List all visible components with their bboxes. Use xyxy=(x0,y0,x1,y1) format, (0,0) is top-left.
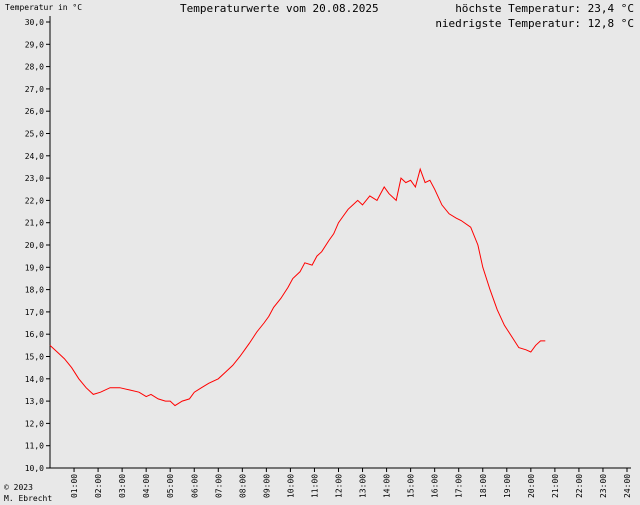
y-tick-label: 23,0 xyxy=(25,174,44,183)
x-ticks: 01:00 02:00 03:00 04:00 05:00 06:00 07:00 08:00… xyxy=(70,468,632,498)
y-tick-label: 20,0 xyxy=(25,241,44,250)
y-tick-label: 30,0 xyxy=(25,18,44,27)
x-tick-label: 05:00 xyxy=(166,474,175,498)
x-tick-label: 16:00 xyxy=(431,474,440,498)
chart-title: Temperaturwerte vom 20.08.2025 xyxy=(180,2,379,15)
y-tick-label: 27,0 xyxy=(25,85,44,94)
x-tick-label: 24:00 xyxy=(623,474,632,498)
y-tick-label: 26,0 xyxy=(25,107,44,116)
x-tick-label: 09:00 xyxy=(262,474,271,498)
x-tick-label: 02:00 xyxy=(94,474,103,498)
max-temperature-text: höchste Temperatur: 23,4 °C xyxy=(455,2,634,15)
y-tick-label: 21,0 xyxy=(25,219,44,228)
chart-axes xyxy=(49,16,631,469)
y-tick-label: 19,0 xyxy=(25,263,44,272)
plot-area xyxy=(49,167,546,407)
y-tick-label: 13,0 xyxy=(25,397,44,406)
copyright-text: © 2023 xyxy=(4,483,33,492)
x-tick-label: 21:00 xyxy=(551,474,560,498)
x-tick-label: 13:00 xyxy=(359,474,368,498)
x-tick-label: 14:00 xyxy=(383,474,392,498)
y-tick-label: 15,0 xyxy=(25,353,44,362)
x-tick-label: 07:00 xyxy=(214,474,223,498)
x-tick-label: 08:00 xyxy=(238,474,247,498)
y-tick-label: 29,0 xyxy=(25,40,44,49)
x-tick-label: 04:00 xyxy=(142,474,151,498)
author-text: M. Ebrecht xyxy=(4,494,53,503)
x-tick-label: 01:00 xyxy=(70,474,79,498)
min-temperature-text: niedrigste Temperatur: 12,8 °C xyxy=(435,17,634,30)
x-tick-label: 17:00 xyxy=(455,474,464,498)
x-tick-label: 15:00 xyxy=(407,474,416,498)
x-tick-label: 22:00 xyxy=(575,474,584,498)
x-tick-label: 20:00 xyxy=(527,474,536,498)
temperature-series-line xyxy=(49,167,546,407)
y-ticks: 10,0 11,0 12,0 13,0 14,0 15,0 16,0 17,0 18,0 19,0… xyxy=(25,18,50,473)
y-tick-label: 16,0 xyxy=(25,330,44,339)
x-tick-label: 12:00 xyxy=(335,474,344,498)
x-tick-label: 06:00 xyxy=(190,474,199,498)
y-tick-label: 24,0 xyxy=(25,152,44,161)
y-tick-label: 10,0 xyxy=(25,464,44,473)
x-tick-label: 11:00 xyxy=(310,474,319,498)
y-tick-label: 18,0 xyxy=(25,286,44,295)
x-tick-label: 03:00 xyxy=(118,474,127,498)
y-tick-label: 14,0 xyxy=(25,375,44,384)
x-tick-label: 10:00 xyxy=(286,474,295,498)
y-tick-label: 25,0 xyxy=(25,130,44,139)
x-tick-label: 19:00 xyxy=(503,474,512,498)
y-tick-label: 22,0 xyxy=(25,196,44,205)
y-axis-label: Temperatur in °C xyxy=(5,3,83,12)
y-tick-label: 17,0 xyxy=(25,308,44,317)
y-tick-label: 11,0 xyxy=(25,442,44,451)
x-tick-label: 18:00 xyxy=(479,474,488,498)
x-tick-label: 23:00 xyxy=(599,474,608,498)
y-tick-label: 28,0 xyxy=(25,63,44,72)
y-tick-label: 12,0 xyxy=(25,419,44,428)
